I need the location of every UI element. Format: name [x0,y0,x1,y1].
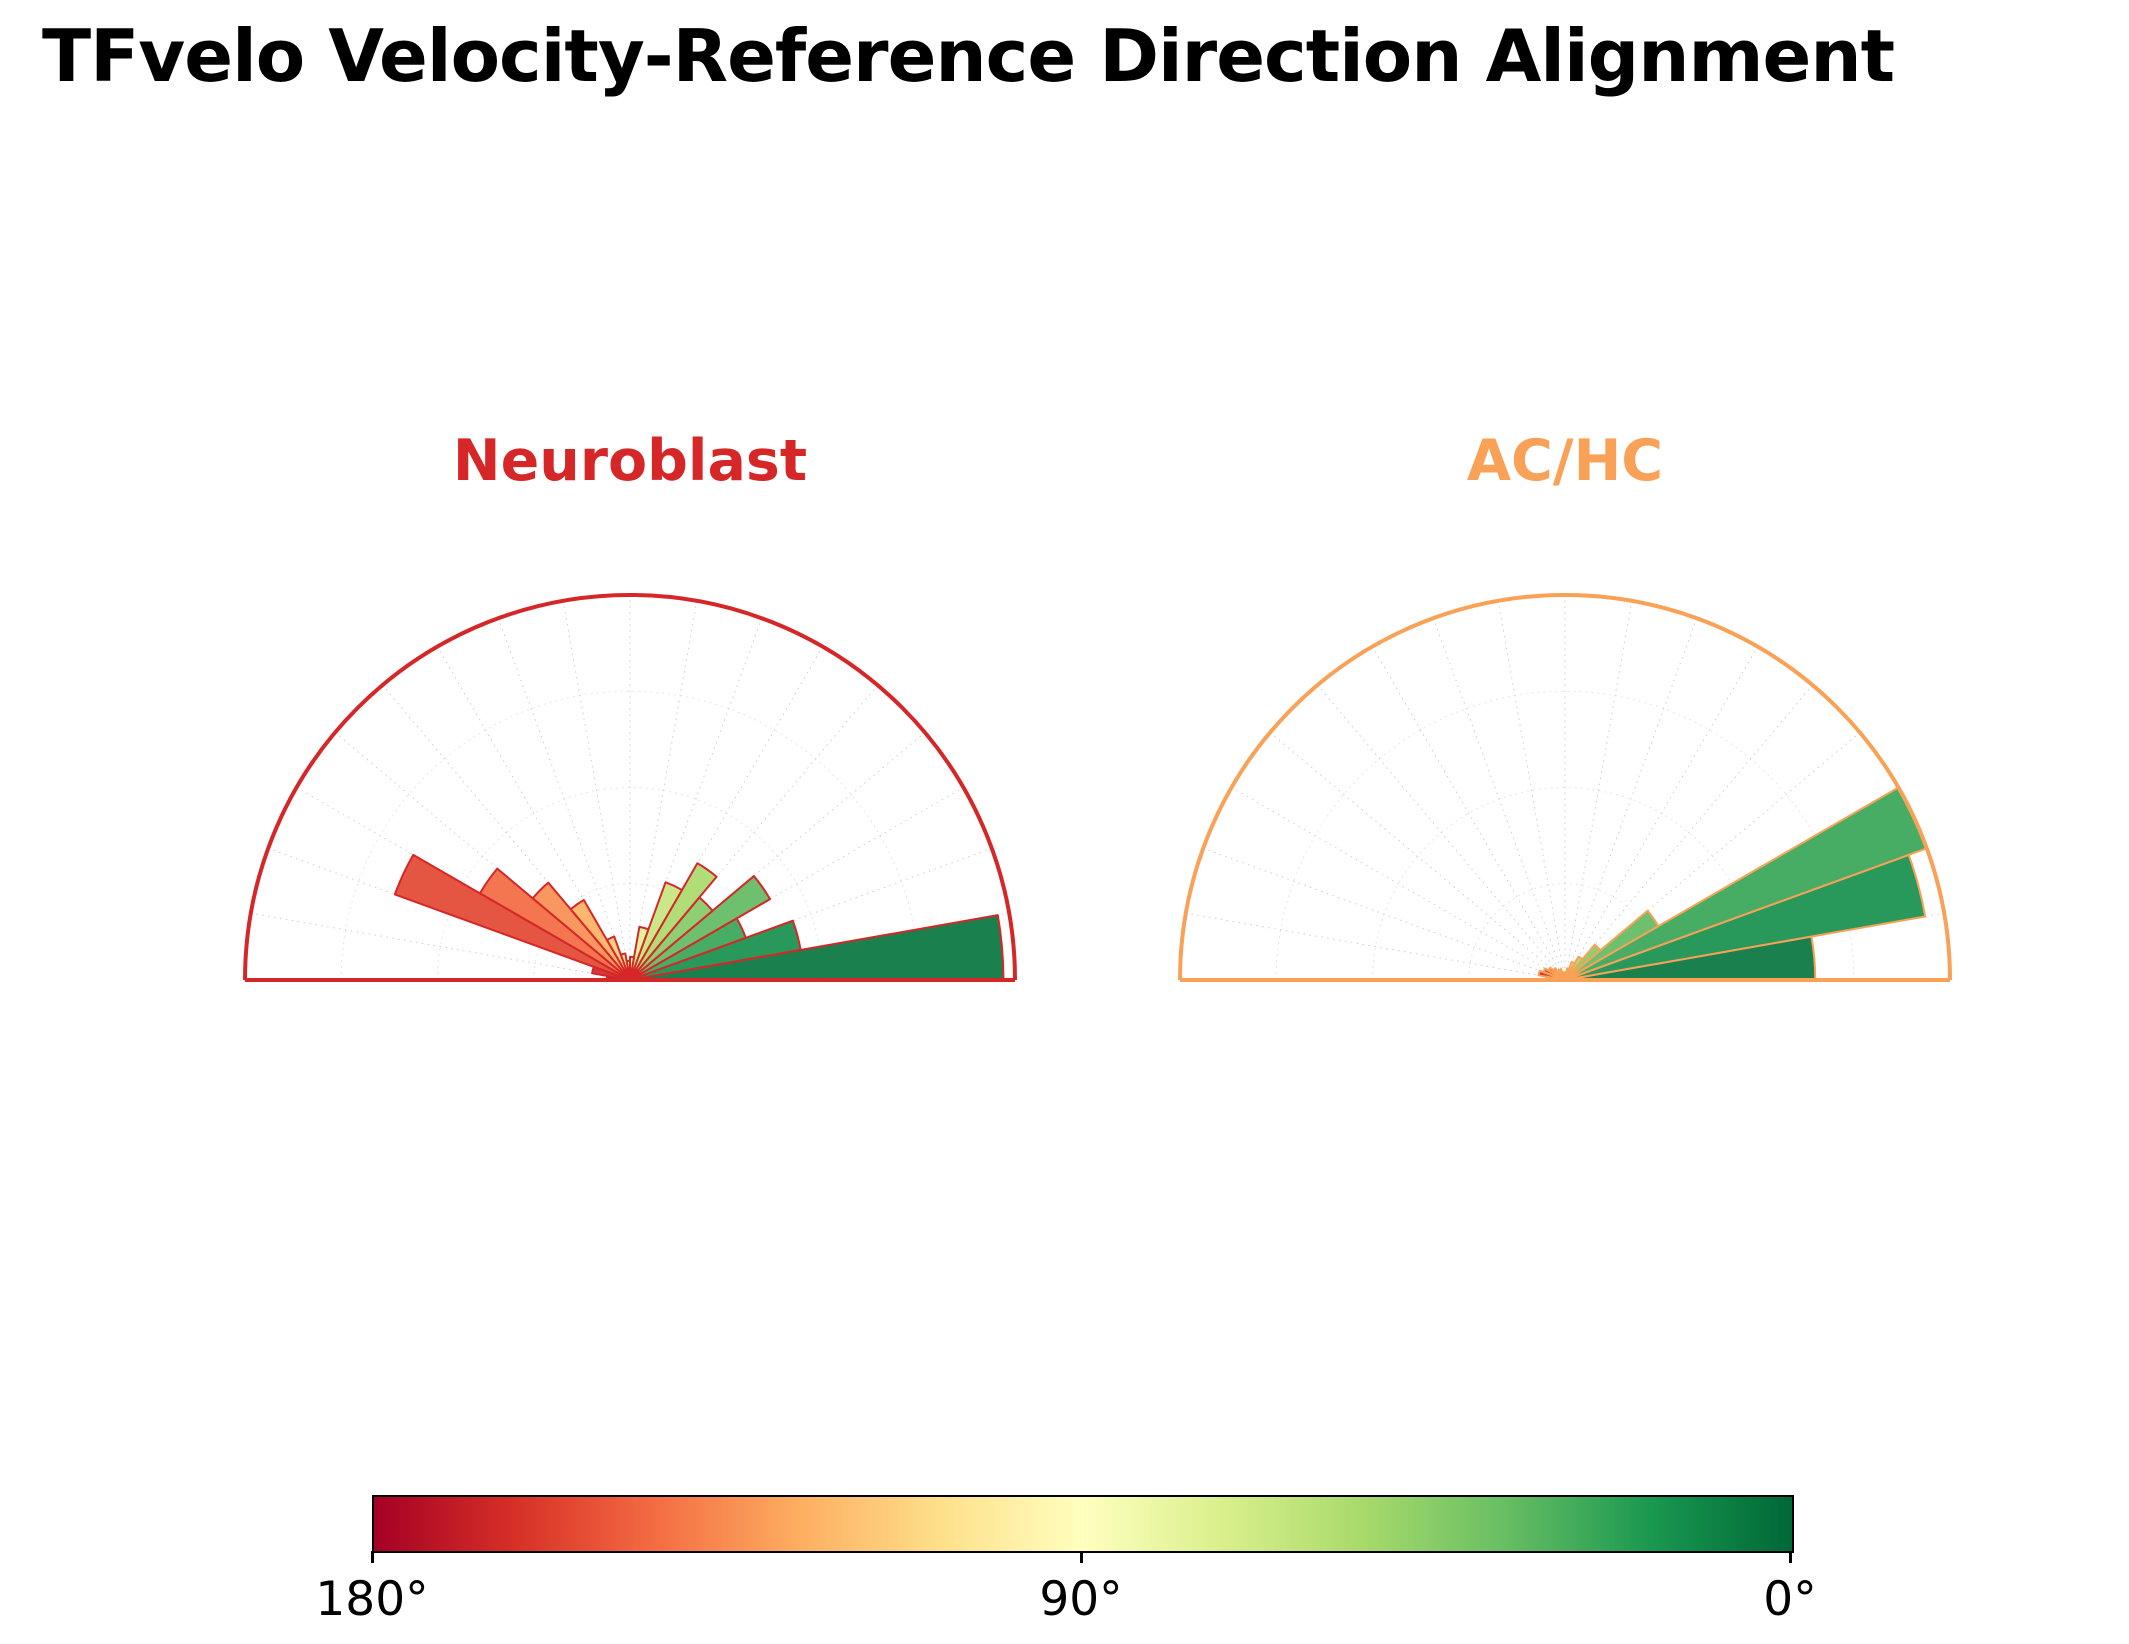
polar-radial-gridline [1432,618,1566,981]
histogram-wedge [629,955,636,981]
histogram-wedge [1564,909,1660,981]
polar-spine-arc [243,593,1017,981]
polar-radial-gridline [629,646,823,981]
polar-radial-gridline [1564,618,1698,981]
histogram-wedge [629,862,718,981]
polar-radial-gridline [1231,787,1566,981]
polar-radial-gridline [629,618,763,981]
histogram-wedge [591,965,631,981]
figure-title: TFvelo Velocity-Reference Direction Alig… [42,14,1895,98]
polar-radial-gridline [629,684,878,981]
colorbar-tick-label-90: 90° [1039,1572,1123,1627]
polar-radial-gridline [1564,646,1758,981]
polar-radial-gridline [1203,847,1566,981]
polar-radial-gridline [497,618,631,981]
colorbar-tickmark-90 [1080,1551,1083,1563]
histogram-wedge [1564,943,1602,981]
polar-radial-gridline [334,732,631,981]
polar-ring-gridline [437,787,823,981]
polar-radial-gridline [437,646,631,981]
histogram-wedge [629,875,772,981]
polar-radial-gridline [629,847,992,981]
colorbar-tickmark-0 [1789,1551,1792,1563]
polar-plot-achc [1178,593,1952,982]
polar-plot-neuroblast [243,593,1017,982]
colorbar-tickmark-180 [371,1551,374,1563]
polar-radial-gridline [1564,732,1861,981]
polar-radial-gridline [1185,912,1566,981]
histogram-wedge [393,853,631,981]
colorbar-tick-label-180: 180° [315,1572,429,1627]
histogram-wedge [629,925,650,981]
polar-spine-arc [1178,593,1952,981]
polar-radial-gridline [1269,732,1566,981]
polar-radial-gridline [629,732,926,981]
colorbar-tick-label-0: 0° [1763,1572,1817,1627]
subplot-title-neuroblast: Neuroblast [452,428,808,494]
polar-radial-gridline [1372,646,1566,981]
polar-radial-gridline [250,912,631,981]
polar-radial-gridline [1564,600,1633,981]
polar-radial-gridline [1317,684,1566,981]
polar-radial-gridline [629,600,698,981]
subplot-title-achc: AC/HC [1466,428,1664,494]
polar-radial-gridline [629,787,964,981]
colorbar [372,1495,1794,1553]
polar-radial-gridline [562,600,631,981]
histogram-wedge [1537,969,1566,981]
polar-radial-gridline [382,684,631,981]
histogram-wedge [629,881,683,981]
polar-radial-gridline [1497,600,1566,981]
polar-radial-gridline [1564,684,1813,981]
